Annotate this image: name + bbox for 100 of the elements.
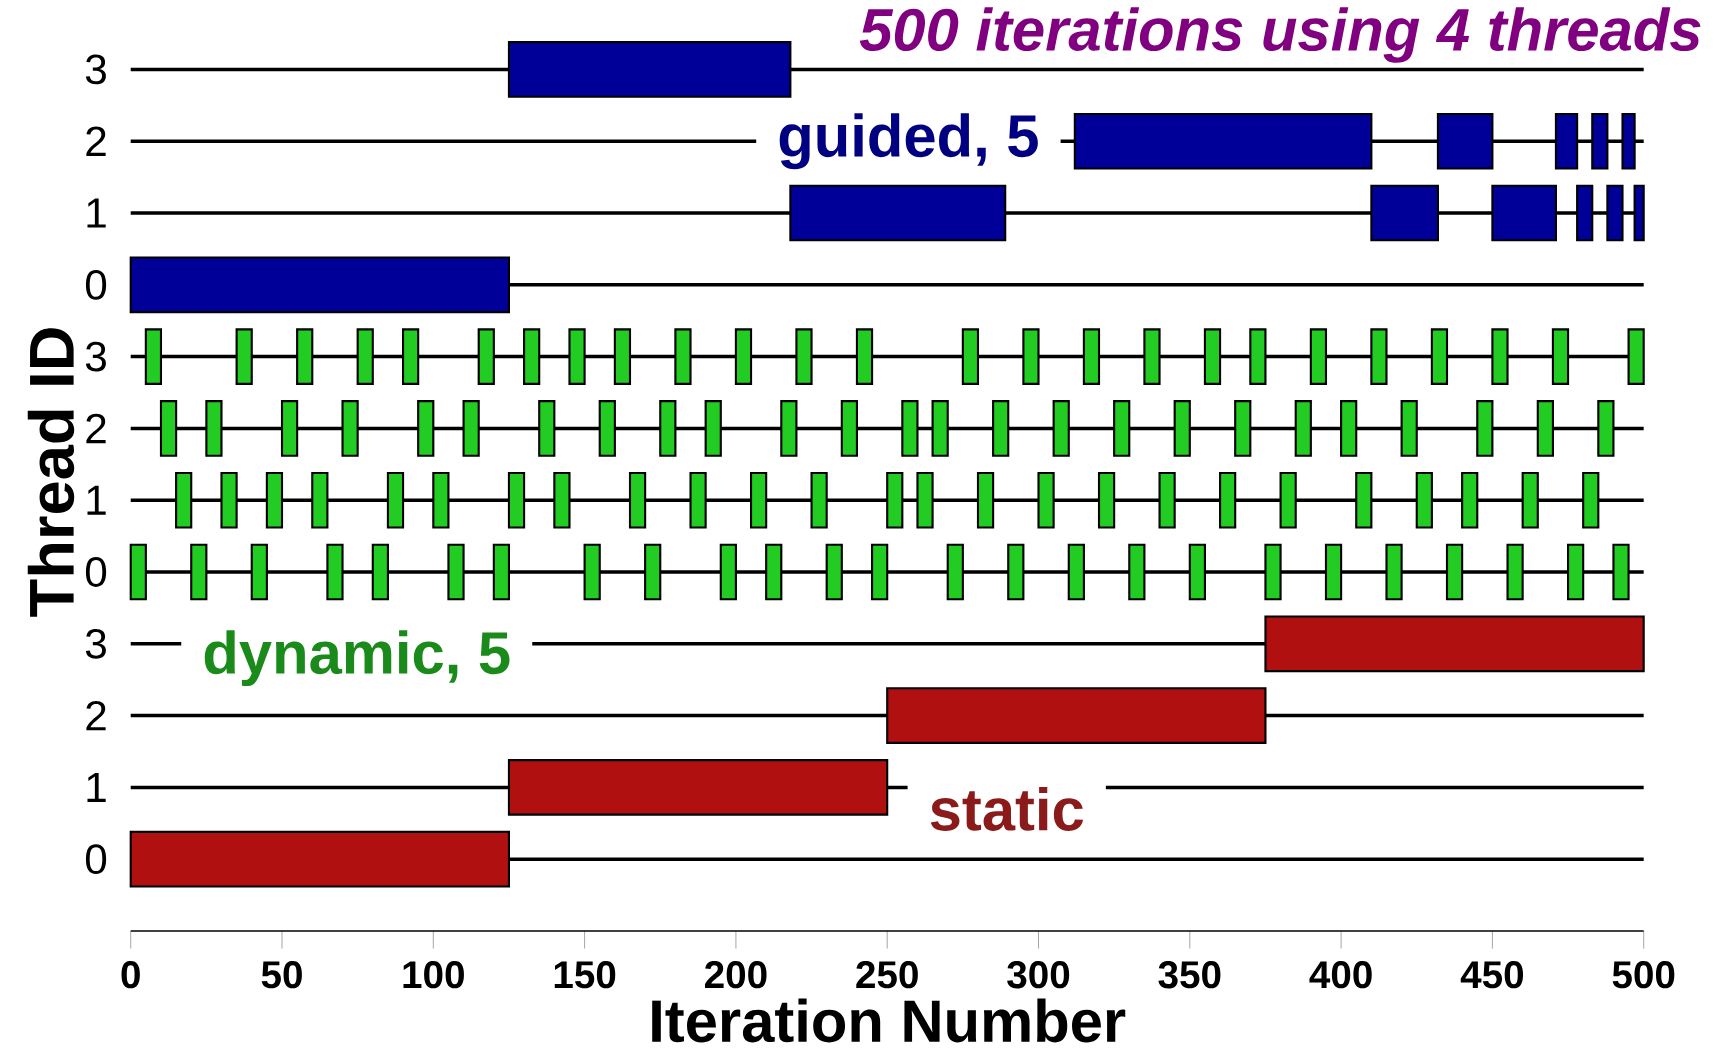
bar — [190, 543, 208, 601]
bar — [371, 543, 389, 601]
bar — [311, 471, 329, 529]
bar — [507, 759, 889, 816]
y-tick-label: 1 — [87, 772, 106, 802]
bar — [1173, 400, 1191, 457]
bar — [689, 471, 707, 529]
bar — [886, 471, 904, 529]
bar — [1476, 400, 1494, 457]
bar — [401, 328, 420, 385]
y-tick-label: 3 — [85, 54, 106, 85]
bar — [462, 400, 480, 457]
bar — [447, 543, 465, 601]
bar — [1576, 184, 1594, 242]
bar — [1264, 543, 1282, 601]
bar — [780, 400, 798, 457]
annotation: dynamic, 5 — [204, 630, 510, 687]
y-tick-label: 2 — [86, 413, 106, 444]
bar — [296, 328, 314, 385]
bar — [749, 471, 768, 529]
bar — [159, 400, 178, 457]
bar — [523, 328, 541, 385]
y-tick-label: 3 — [85, 628, 106, 659]
bar — [1022, 328, 1040, 385]
bar — [1491, 184, 1557, 242]
x-tick-label: 50 — [261, 961, 302, 989]
bar — [674, 328, 692, 385]
x-tick-label: 100 — [403, 961, 464, 989]
bar — [280, 400, 299, 457]
bar — [1249, 328, 1267, 385]
bar — [1203, 328, 1222, 385]
bar — [583, 543, 601, 601]
x-tick-label: 500 — [1612, 961, 1675, 989]
bar — [1219, 471, 1237, 529]
bar — [265, 471, 284, 529]
bar — [659, 400, 677, 457]
bar — [1234, 400, 1252, 457]
bar — [598, 400, 616, 457]
bar — [946, 543, 964, 601]
bar — [795, 328, 813, 385]
bar — [417, 400, 435, 457]
x-tick-label: 400 — [1309, 961, 1372, 989]
bar — [1073, 112, 1373, 170]
bar — [205, 400, 223, 457]
bar — [1082, 328, 1101, 385]
y-tick-label: 1 — [87, 485, 106, 515]
bar — [765, 543, 783, 601]
bar — [1007, 543, 1025, 601]
bar — [1606, 184, 1624, 242]
bar — [538, 400, 556, 457]
bar — [1355, 471, 1373, 529]
bar — [961, 328, 980, 385]
y-tick-label: 0 — [85, 269, 107, 300]
bar — [220, 471, 238, 529]
y-axis-title: Thread ID — [27, 328, 75, 617]
y-tick-label: 1 — [87, 198, 106, 228]
bar — [810, 471, 828, 529]
x-tick-label: 450 — [1460, 961, 1524, 989]
bar — [901, 400, 919, 457]
bar — [644, 543, 662, 601]
bar — [1621, 112, 1636, 170]
bar — [992, 400, 1010, 457]
bar — [1385, 543, 1403, 601]
bar — [1309, 328, 1328, 385]
bar — [1551, 328, 1570, 385]
x-tick-label: 150 — [554, 961, 616, 989]
x-tick-label: 0 — [121, 961, 140, 989]
x-tick-label: 200 — [704, 961, 767, 989]
bar — [976, 471, 995, 529]
bar — [789, 184, 1007, 242]
bar — [1370, 184, 1439, 242]
bar — [719, 543, 737, 601]
bar — [1370, 328, 1388, 385]
chart-title: 500 iterations using 4 threads — [859, 7, 1701, 63]
bar — [175, 471, 193, 529]
bar — [477, 328, 495, 385]
bar — [1158, 471, 1176, 529]
y-tick-label: 0 — [85, 844, 107, 875]
bar — [1436, 112, 1494, 170]
bar — [1340, 400, 1358, 457]
bar — [931, 400, 949, 457]
bar — [326, 543, 344, 601]
y-tick-label: 2 — [86, 700, 106, 731]
y-tick-label: 2 — [86, 126, 106, 156]
bar — [1521, 471, 1539, 529]
bar — [1554, 112, 1579, 170]
bar — [825, 543, 843, 601]
bar — [1612, 543, 1630, 601]
bar — [144, 328, 163, 385]
bar — [1067, 543, 1085, 601]
bar — [1324, 543, 1343, 601]
bar — [235, 328, 253, 385]
bar — [1188, 543, 1206, 601]
bar — [855, 328, 874, 385]
bar — [386, 471, 405, 529]
bar — [1445, 543, 1464, 601]
bar — [432, 471, 450, 529]
bar — [840, 400, 858, 457]
bar — [1430, 328, 1449, 385]
bar — [1400, 400, 1418, 457]
